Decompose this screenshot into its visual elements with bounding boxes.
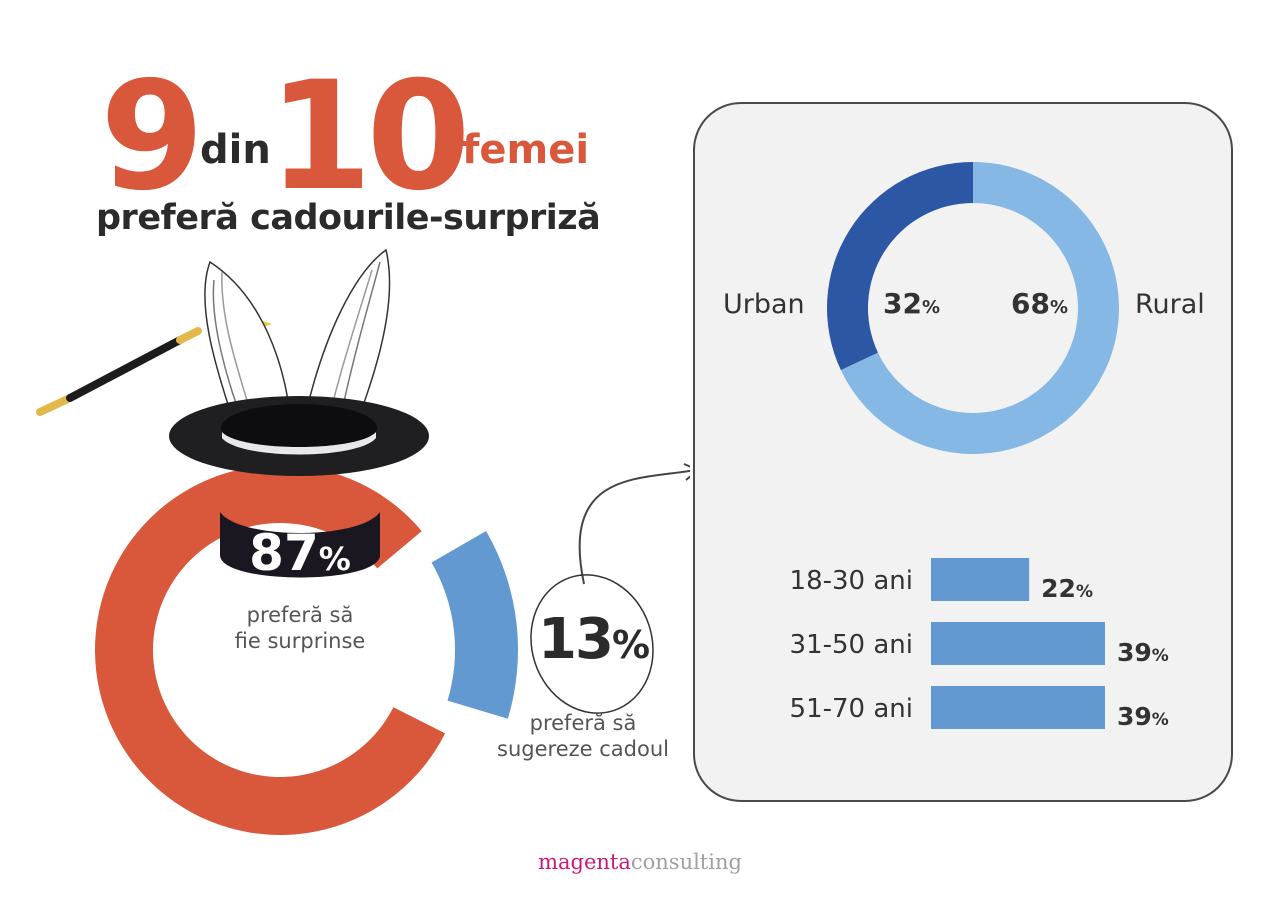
data-label-urban: 32% [883,287,940,320]
category-label-rural: Rural [1135,289,1205,320]
age-bar-chart: 18-30 ani 22% 31-50 ani 39% 51-70 ani 39% [790,558,1169,731]
leader-arrow [578,469,690,585]
donut-segment-rural [840,162,1119,454]
handdrawn-circle [530,574,654,714]
brand-logo-part-b: consulting [630,850,742,874]
main-donut-chart [36,248,690,835]
bar [931,686,1105,729]
bar [931,558,1030,601]
brand-logo-part-a: magenta [538,850,631,874]
bar-value-label: 22% [1041,574,1093,603]
category-label-urban: Urban [723,289,805,320]
demographics-charts: Urban Rural 32% 68% 18-30 ani 22% 31-50 an… [723,162,1205,731]
top-hat-icon [169,396,429,578]
headline-word-femei: femei [462,127,590,173]
bar [931,622,1105,665]
donut-segment-sugereze [431,531,518,719]
donut-segment-urban [827,162,973,371]
bar-value-label: 39% [1117,702,1169,731]
brand-logo: magentaconsulting [0,850,1280,874]
magic-wand-icon [36,327,202,416]
share-small-label: preferă să sugereze cadoul [497,711,669,761]
bar-category-label: 31-50 ani [790,630,913,660]
page-subtitle: preferă cadourile-surpriză [96,198,601,238]
bar-category-label: 51-70 ani [790,694,913,724]
donut-segment-surprinse [95,465,446,835]
arrow-head-icon [683,463,690,481]
data-label-rural: 68% [1011,287,1068,320]
headline-word-din: din [200,127,271,173]
share-big-value: 87% [249,524,351,582]
bar-category-label: 18-30 ani [790,566,913,596]
share-big-label: preferă să fie surprinse [234,603,366,653]
headline-number-10: 10 [268,50,471,224]
bar-value-label: 39% [1117,638,1169,667]
headline-number-9: 9 [100,50,204,224]
urban-rural-donut [827,162,1119,454]
share-small-value: 13% [538,607,650,672]
